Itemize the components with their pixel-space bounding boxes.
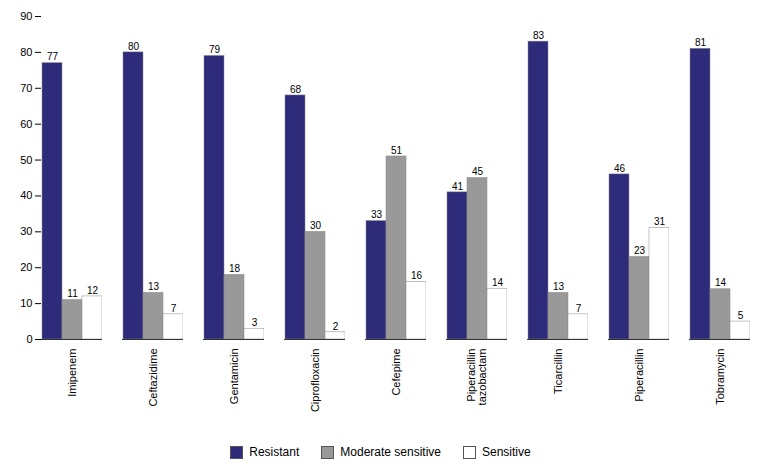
svg-text:60: 60 (20, 118, 32, 130)
svg-text:16: 16 (411, 270, 423, 281)
svg-text:18: 18 (229, 263, 241, 274)
svg-text:70: 70 (20, 82, 32, 94)
svg-text:14: 14 (715, 277, 727, 288)
svg-text:Piperacillintazobactam: Piperacillintazobactam (465, 349, 488, 406)
svg-text:40: 40 (20, 189, 32, 201)
svg-text:Cefepime: Cefepime (390, 349, 402, 396)
svg-text:3: 3 (252, 317, 258, 328)
html-text:Moderate sensitive: Moderate sensitive (340, 445, 441, 459)
svg-text:45: 45 (472, 166, 484, 177)
svg-text:80: 80 (20, 46, 32, 58)
svg-text:12: 12 (87, 285, 99, 296)
html-text:Resistant: Resistant (249, 445, 300, 459)
svg-text:Ceftazidime: Ceftazidime (147, 349, 159, 407)
svg-text:Ciprofloxacin: Ciprofloxacin (309, 349, 321, 413)
svg-text:90: 90 (20, 10, 32, 22)
svg-text:50: 50 (20, 154, 32, 166)
svg-text:33: 33 (371, 209, 383, 220)
svg-text:68: 68 (290, 84, 302, 95)
svg-text:13: 13 (148, 281, 160, 292)
svg-text:51: 51 (391, 145, 403, 156)
svg-text:30: 30 (310, 220, 322, 231)
html-text:Sensitive: Sensitive (482, 445, 531, 459)
svg-text:79: 79 (209, 44, 221, 55)
svg-text:31: 31 (654, 216, 666, 227)
svg-text:14: 14 (492, 277, 504, 288)
svg-text:11: 11 (67, 288, 78, 299)
svg-text:5: 5 (738, 310, 744, 321)
svg-text:80: 80 (128, 41, 140, 52)
svg-text:7: 7 (171, 303, 177, 314)
svg-text:Ticarcillin: Ticarcillin (552, 349, 564, 394)
svg-text:10: 10 (20, 297, 32, 309)
svg-text:2: 2 (333, 321, 339, 332)
svg-text:83: 83 (533, 30, 545, 41)
svg-text:46: 46 (614, 163, 626, 174)
svg-text:Piperacillin: Piperacillin (633, 349, 645, 402)
svg-text:Tobramycin: Tobramycin (714, 349, 726, 405)
svg-text:30: 30 (20, 225, 32, 237)
svg-text:77: 77 (47, 51, 59, 62)
svg-text:13: 13 (553, 281, 565, 292)
svg-text:81: 81 (695, 37, 707, 48)
svg-text:20: 20 (20, 261, 32, 273)
svg-text:Gentamicin: Gentamicin (228, 349, 240, 405)
svg-text:7: 7 (576, 303, 582, 314)
svg-text:0: 0 (26, 333, 32, 345)
svg-text:23: 23 (634, 245, 646, 256)
svg-text:Imipenem: Imipenem (66, 349, 78, 397)
svg-text:41: 41 (452, 181, 464, 192)
